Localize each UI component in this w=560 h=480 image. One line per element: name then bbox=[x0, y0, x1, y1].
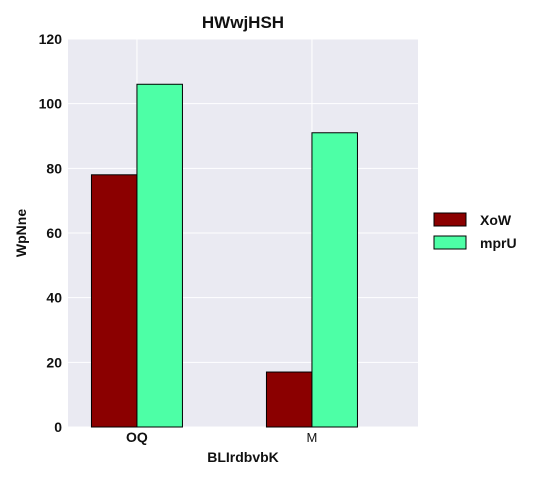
bar-XoW-M bbox=[266, 372, 312, 427]
y-tick-label: 20 bbox=[46, 354, 62, 370]
legend-swatch-mprU bbox=[434, 236, 466, 249]
y-tick-label: 40 bbox=[46, 290, 62, 306]
legend: XoW mprU bbox=[434, 212, 517, 251]
x-tick-label: OQ bbox=[126, 429, 148, 445]
y-tick-label: 100 bbox=[39, 96, 63, 112]
x-axis-ticks: OQ M bbox=[126, 429, 317, 445]
y-tick-label: 120 bbox=[39, 31, 63, 47]
chart-title: HWwjHSH bbox=[202, 13, 284, 32]
y-axis-label: WpNne bbox=[13, 209, 29, 257]
bar-mprU-M bbox=[312, 133, 358, 427]
y-tick-label: 80 bbox=[46, 160, 62, 176]
legend-label-mprU: mprU bbox=[480, 235, 517, 251]
y-axis-ticks: 0 20 40 60 80 100 120 bbox=[39, 31, 63, 435]
y-tick-label: 0 bbox=[54, 419, 62, 435]
y-tick-label: 60 bbox=[46, 225, 62, 241]
x-axis-label: BLIrdbvbK bbox=[207, 449, 279, 465]
legend-swatch-XoW bbox=[434, 213, 466, 226]
bar-mprU-OQ bbox=[137, 84, 183, 427]
bar-XoW-OQ bbox=[91, 175, 137, 427]
x-tick-label: M bbox=[307, 430, 318, 445]
legend-label-XoW: XoW bbox=[480, 212, 512, 228]
